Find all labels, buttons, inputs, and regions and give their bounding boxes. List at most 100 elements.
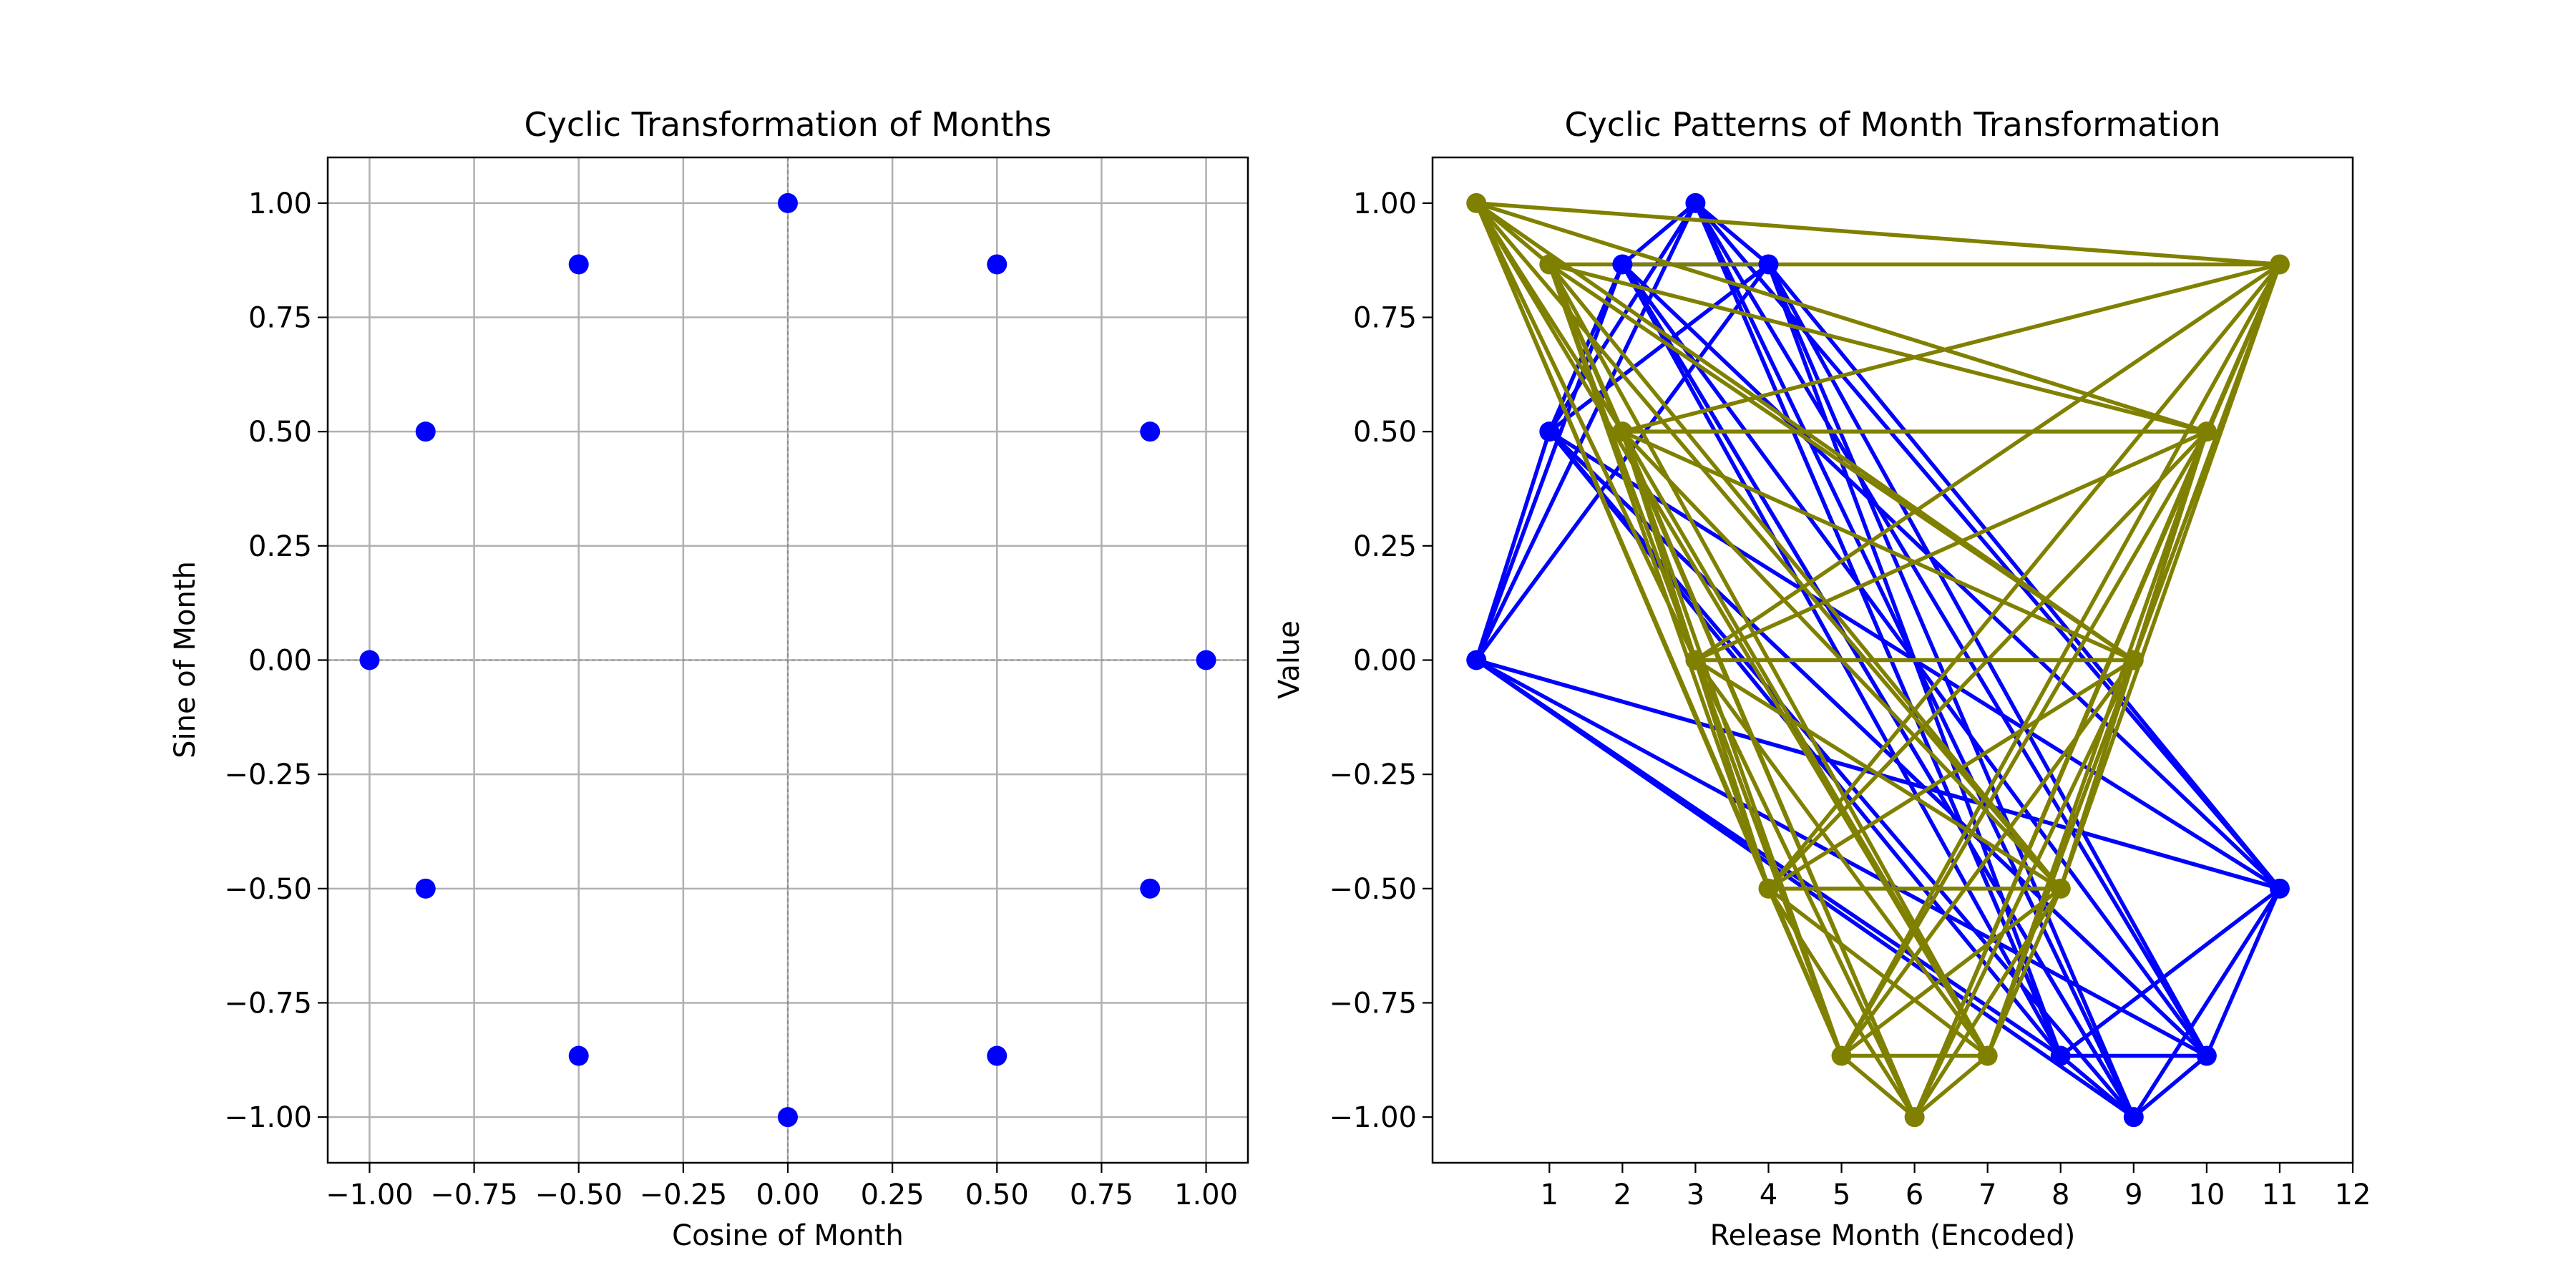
series-1-line-segment [1547, 201, 1698, 434]
series-2-line-segment [1839, 1053, 1917, 1119]
left-x-tick-label: 1.00 [1174, 1179, 1238, 1211]
left-y-tick-label: 0.50 [248, 416, 312, 449]
series-1-line-segment [1693, 201, 1771, 267]
series-1-marker [1685, 192, 1706, 213]
left-y-tick-label: −1.00 [224, 1101, 312, 1134]
series-2-line-segment [1766, 429, 2209, 891]
right-x-tick-label: 3 [1687, 1179, 1704, 1211]
scatter-point [987, 254, 1008, 275]
series-2-line-segment [1912, 658, 2136, 1119]
series-2-marker [1466, 192, 1487, 213]
right-series-points [1466, 192, 2290, 1128]
right-y-axis-label: Value [1273, 620, 1306, 699]
series-2-line-segment [1620, 262, 2282, 434]
series-1-line-segment [2058, 887, 2282, 1058]
series-1-marker [1466, 650, 1487, 670]
right-y-tick-label: 0.75 [1353, 302, 1417, 335]
left-x-ticks: −1.00 −0.75 −0.50 −0.25 0.00 0.25 0.50 0.75 1.00 [326, 1163, 1238, 1211]
left-y-tick-label: 0.25 [248, 530, 312, 563]
series-2-line-segment [2205, 262, 2282, 434]
series-2-line-segment [1839, 658, 2136, 1058]
cyclic-patterns-chart: 1 2 3 4 5 6 7 8 9 10 11 12 1.000.750.500.250.00−0.2… [1273, 105, 2371, 1252]
left-x-tick-label: 0.00 [756, 1179, 819, 1211]
left-x-tick-label: −0.75 [430, 1179, 518, 1211]
series-2-line-segment [1766, 887, 1917, 1119]
scatter-point [568, 1045, 589, 1066]
right-x-tick-label: 2 [1614, 1179, 1631, 1211]
right-x-tick-label: 12 [2335, 1179, 2371, 1211]
left-x-tick-label: −0.50 [535, 1179, 623, 1211]
left-y-tick-label: 0.00 [248, 645, 312, 678]
series-2-line-segment [1547, 262, 2136, 663]
right-chart-title: Cyclic Patterns of Month Transformation [1564, 105, 2220, 144]
series-2-line-segment [1693, 262, 2282, 663]
right-y-tick-label: 0.00 [1353, 645, 1417, 678]
series-2-line-segment [1912, 1053, 1990, 1119]
series-2-line-segment [1693, 658, 1990, 1058]
left-y-tick-label: −0.50 [224, 873, 312, 906]
right-x-tick-label: 10 [2188, 1179, 2225, 1211]
left-x-tick-label: 0.50 [965, 1179, 1029, 1211]
series-1-marker [1539, 421, 1560, 442]
right-x-tick-label: 5 [1833, 1179, 1850, 1211]
series-2-line-segment [1620, 429, 1990, 1058]
series-2-line-segment [1766, 658, 2136, 891]
left-y-tick-label: 0.75 [248, 302, 312, 335]
left-y-tick-label: −0.25 [224, 758, 312, 791]
right-y-tick-label: −0.75 [1329, 987, 1417, 1020]
series-2-line-segment [1839, 262, 2282, 1058]
series-2-line-segment [1693, 429, 2209, 663]
series-1-line-segment [1693, 201, 2209, 1058]
series-1-line-segment [1620, 262, 2136, 1119]
scatter-point [415, 878, 436, 899]
series-1-marker [2269, 878, 2290, 899]
scatter-point [778, 192, 798, 213]
right-x-tick-label: 6 [1906, 1179, 1923, 1211]
right-x-tick-label: 9 [2124, 1179, 2142, 1211]
series-2-line-segment [1620, 429, 1917, 1119]
left-x-tick-label: −0.25 [640, 1179, 728, 1211]
right-x-axis-label: Release Month (Encoded) [1710, 1219, 2076, 1252]
right-y-tick-label: 0.50 [1353, 416, 1417, 449]
series-2-line-segment [1839, 887, 2063, 1058]
series-2-marker [1904, 1107, 1925, 1128]
series-2-line-segment [1474, 201, 2209, 434]
scatter-point [359, 650, 380, 670]
series-1-line-segment [2058, 1053, 2136, 1119]
series-1-marker [1758, 254, 1779, 275]
right-x-tick-label: 7 [1979, 1179, 1996, 1211]
series-2-line-segment [1766, 887, 1844, 1058]
right-y-tick-label: −0.50 [1329, 873, 1417, 906]
series-1-line-segment [2132, 1053, 2209, 1119]
series-2-line-segment [1547, 262, 2063, 891]
series-2-marker [1612, 421, 1633, 442]
right-y-tick-label: 0.25 [1353, 530, 1417, 563]
series-2-marker [1685, 650, 1706, 670]
left-y-axis-label: Sine of Month [169, 561, 202, 758]
right-x-tick-label: 8 [2051, 1179, 2069, 1211]
right-y-tick-label: −1.00 [1329, 1101, 1417, 1134]
left-x-tick-label: 0.25 [861, 1179, 924, 1211]
series-2-marker [2123, 650, 2144, 670]
right-y-tick-label: 1.00 [1353, 187, 1417, 220]
series-1-line-segment [2205, 887, 2282, 1058]
series-2-line-segment [1620, 429, 2136, 663]
left-reference-lines [328, 157, 1248, 1163]
right-x-tick-label: 1 [1541, 1179, 1558, 1211]
left-x-tick-label: 0.75 [1070, 1179, 1133, 1211]
right-y-tick-label: −0.25 [1329, 758, 1417, 791]
series-2-marker [1977, 1045, 1998, 1066]
left-y-tick-label: 1.00 [248, 187, 312, 220]
series-2-marker [2269, 254, 2290, 275]
left-x-axis-label: Cosine of Month [672, 1219, 904, 1252]
series-2-marker [2050, 878, 2071, 899]
scatter-point [1196, 650, 1216, 670]
right-x-tick-label: 11 [2261, 1179, 2298, 1211]
scatter-point [778, 1107, 798, 1128]
scatter-point [1140, 878, 1161, 899]
left-x-tick-label: −1.00 [326, 1179, 414, 1211]
series-1-line-segment [1766, 262, 2136, 1119]
scatter-point [987, 1045, 1008, 1066]
scatter-point [1140, 421, 1161, 442]
